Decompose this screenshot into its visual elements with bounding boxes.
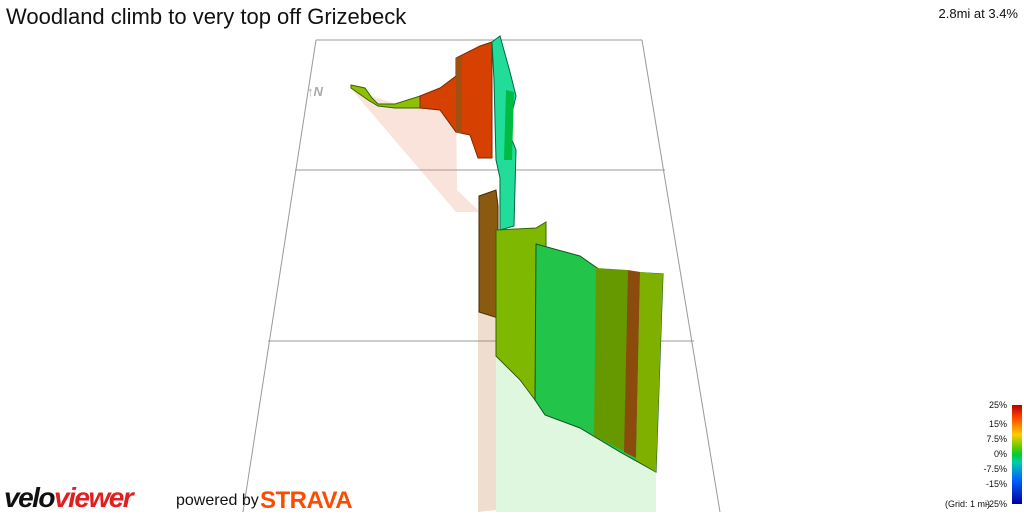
wall-segment-olive-end bbox=[594, 268, 628, 452]
legend-color-bar bbox=[1012, 405, 1022, 504]
legend-tick: -15% bbox=[985, 479, 1007, 489]
wall-segment-teal bbox=[491, 35, 517, 231]
grid-line bbox=[641, 39, 721, 512]
legend-tick: 0% bbox=[993, 449, 1007, 459]
grid-line bbox=[242, 39, 317, 512]
legend-tick: 15% bbox=[988, 419, 1007, 429]
wall-segment-brown bbox=[456, 56, 462, 134]
wall-segment-green-narrow bbox=[504, 90, 514, 160]
profile-walls bbox=[350, 35, 664, 473]
chart-title: Woodland climb to very top off Grizebeck bbox=[6, 4, 407, 29]
shadow-segment bbox=[478, 310, 496, 512]
legend-tick: 7.5% bbox=[986, 434, 1007, 444]
veloviewer-logo[interactable]: veloviewer bbox=[4, 482, 134, 514]
legend-tick: 25% bbox=[988, 400, 1007, 410]
grid-scale-note: (Grid: 1 mi) bbox=[945, 499, 990, 509]
legend-tick: -25% bbox=[985, 499, 1007, 509]
logo-part-black: velo bbox=[4, 482, 56, 513]
logo-part-red: viewer bbox=[54, 482, 134, 513]
shadow-segment bbox=[352, 90, 478, 212]
wall-segment-brown-end bbox=[624, 270, 640, 458]
north-label: N bbox=[313, 84, 323, 99]
route-summary: 2.8mi at 3.4% bbox=[938, 6, 1019, 21]
wall-segment-olive-tip bbox=[636, 272, 663, 472]
ground-grid bbox=[242, 39, 721, 512]
profile-shadow bbox=[352, 90, 656, 512]
shadow-segment bbox=[496, 356, 656, 512]
wall-segment-brown-mid bbox=[478, 189, 499, 319]
strava-logo[interactable]: STRAVA bbox=[260, 487, 353, 514]
north-arrow: ↑N bbox=[307, 84, 323, 99]
powered-by-text: powered by bbox=[176, 492, 259, 509]
legend-tick: -7.5% bbox=[983, 464, 1007, 474]
